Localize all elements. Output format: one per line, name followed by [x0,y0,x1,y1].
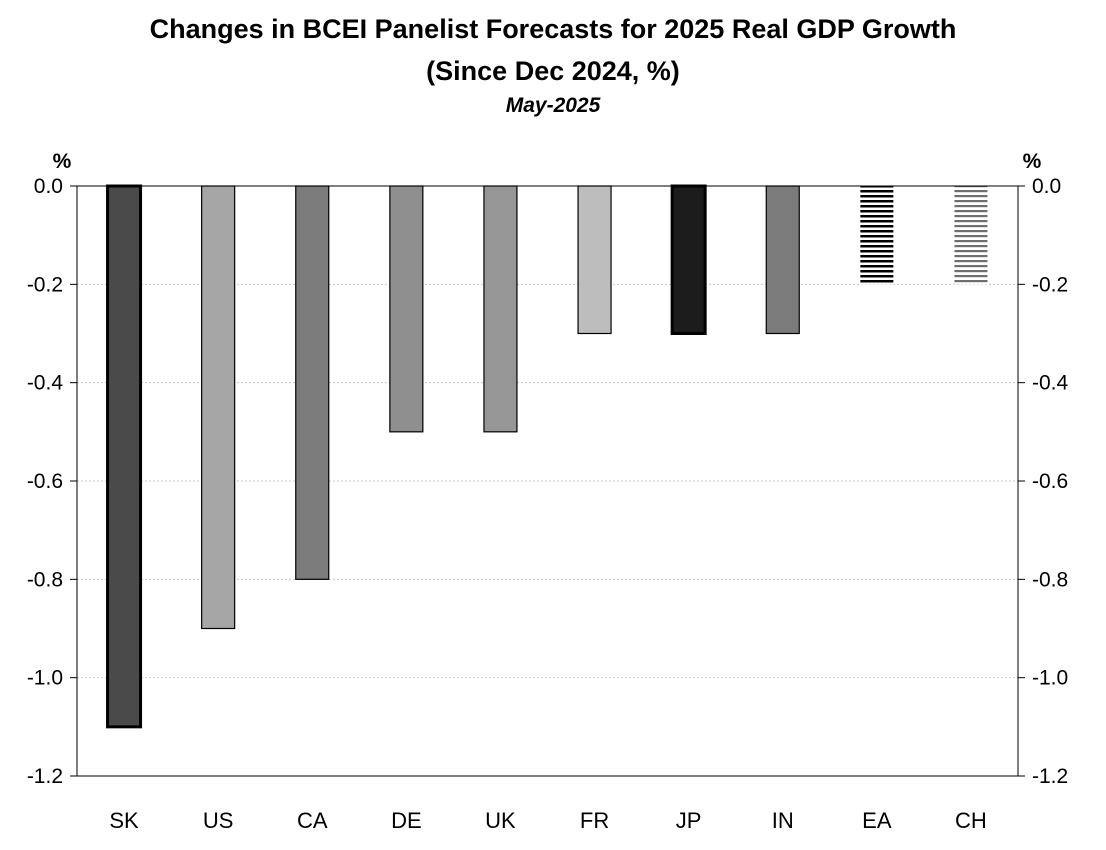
x-tick-label: IN [772,808,794,833]
x-tick-label: EA [862,808,892,833]
x-tick-label: UK [485,808,516,833]
x-tick-label: SK [109,808,139,833]
bar-ch [954,186,988,285]
y-tick-label-right: -0.6 [1032,470,1068,493]
chart-title: Changes in BCEI Panelist Forecasts for 2… [149,14,957,44]
bar-ca [295,185,330,580]
y-tick-label-left: -1.0 [27,667,63,690]
y-tick-label-right: -1.2 [1032,765,1068,788]
x-tick-label: CH [955,808,987,833]
y-tick-label-right: -1.0 [1032,667,1068,690]
y-tick-label-left: -0.2 [27,273,63,296]
x-tick-label: DE [391,808,422,833]
axes: 0.0 0.0 -0.2 -0.2 -0.4 -0.4 -0.6 -0.6 -0.8 -0.8 -1… [27,175,1069,833]
y-tick-label-left: -0.8 [27,568,63,591]
bars [106,184,988,729]
y-tick-label-right: -0.4 [1032,372,1069,395]
bar-uk [483,185,518,433]
y-tick-label-right: -0.8 [1032,568,1068,591]
y-axis-unit-right: % [1023,150,1042,173]
y-axis-unit-left: % [53,150,72,173]
y-tick-label-right: -0.2 [1032,273,1068,296]
bar-fr [577,185,612,335]
y-tick-label-left: 0.0 [34,175,63,198]
x-tick-label: JP [676,808,702,833]
chart-subtitle: May-2025 [505,94,601,117]
y-tick-label-left: -0.6 [27,470,63,493]
bar-de [389,185,424,433]
chart-title-line2: (Since Dec 2024, %) [426,56,680,86]
y-tick-label-left: -0.4 [27,372,64,395]
bar-in [765,185,800,335]
bar-ea [860,186,894,285]
x-tick-label: US [203,808,234,833]
bar-sk [106,184,143,729]
x-tick-label: FR [580,808,609,833]
bar-jp [670,184,707,335]
y-tick-label-left: -1.2 [27,765,63,788]
x-tick-label: CA [297,808,328,833]
y-tick-label-right: 0.0 [1032,175,1061,198]
bar-us [201,185,236,630]
